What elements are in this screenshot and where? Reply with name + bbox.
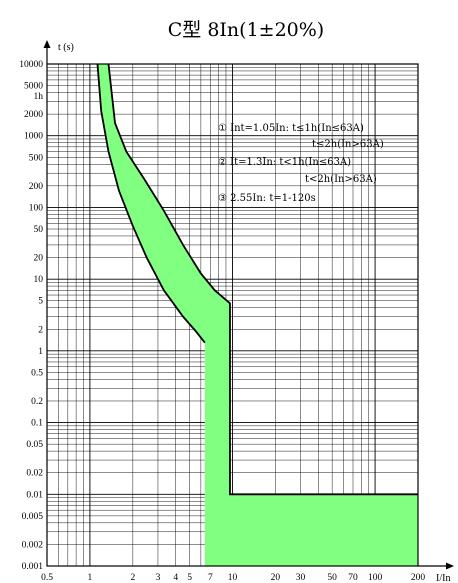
- y-axis-arrow: [43, 40, 51, 48]
- y-tick-label: 0.02: [26, 469, 43, 479]
- lower-trip-curve: [96, 63, 206, 344]
- y-tick-label: 50: [34, 225, 44, 235]
- chart-title: C型 8In(1±20%): [168, 19, 324, 41]
- y-tick-label: 0.2: [31, 397, 43, 407]
- x-tick-label: 50: [327, 573, 337, 583]
- y-tick-label: 20: [34, 254, 44, 264]
- x-tick-label: 2: [130, 573, 135, 583]
- y-tick-label: 0.01: [26, 490, 43, 500]
- y-tick-label: 100: [29, 203, 44, 213]
- x-tick-label: 7: [208, 573, 213, 583]
- x-tick-label: 0.5: [41, 573, 53, 583]
- y-tick-label: 1: [38, 347, 43, 357]
- trip-band-area: [97, 64, 419, 566]
- y-tick-label: 0.005: [22, 512, 44, 522]
- upper-trip-curve: [107, 63, 418, 496]
- annotation-3: ③ 2.55In: t=1-120s: [218, 193, 316, 204]
- x-axis-arrow: [446, 562, 454, 570]
- y-tick-label: 10: [34, 275, 44, 285]
- x-tick-label: 3: [156, 573, 161, 583]
- y-tick-label: 0.001: [22, 562, 44, 572]
- x-tick-label: 30: [296, 573, 306, 583]
- x-tick-label: 100: [368, 573, 383, 583]
- x-tick-label: 1: [88, 573, 93, 583]
- x-tick-label: 20: [271, 573, 281, 583]
- annotation-1: ① Int=1.05In: t≤1h(In≤63A): [218, 123, 364, 134]
- x-tick-label: 4: [173, 573, 178, 583]
- y-tick-label: 5000: [24, 82, 43, 92]
- annotation-2: ② It=1.3In: t<1h(In≤63A): [218, 157, 351, 168]
- y-axis-label: t (s): [58, 42, 74, 53]
- y-tick-label: 0.05: [26, 440, 43, 450]
- x-axis-label: I/In: [436, 573, 450, 583]
- y-tick-label: 5: [38, 297, 43, 307]
- y-tick-label: 500: [29, 153, 44, 163]
- annotation-box: ① Int=1.05In: t≤1h(In≤63A) t≤2h(In>63A) …: [218, 123, 384, 204]
- x-tick-label: 200: [411, 573, 426, 583]
- x-tick-label: 70: [348, 573, 358, 583]
- y-tick-label: 200: [29, 182, 44, 192]
- x-axis-ticks: 0.5 1 2 3 4 5 7 10 20 30 50 70 100 200: [41, 573, 425, 583]
- trip-band: [96, 63, 419, 566]
- y-tick-label: 0.002: [22, 540, 44, 550]
- y-tick-label: 0.1: [31, 419, 43, 429]
- annotation-1b: t≤2h(In>63A): [312, 139, 384, 150]
- y-tick-label: 2: [38, 325, 43, 335]
- plot-border: [46, 63, 419, 567]
- annotation-2b: t<2h(In>63A): [305, 174, 377, 185]
- y-tick-label: 10000: [19, 60, 43, 70]
- y-tick-label: 0.5: [31, 368, 43, 378]
- y-tick-label: 1000: [24, 132, 43, 142]
- x-tick-label: 5: [187, 573, 192, 583]
- plot-frame: [43, 40, 454, 570]
- y-tick-label: 1h: [34, 92, 44, 102]
- x-tick-label: 10: [228, 573, 238, 583]
- y-tick-label: 2000: [24, 110, 43, 120]
